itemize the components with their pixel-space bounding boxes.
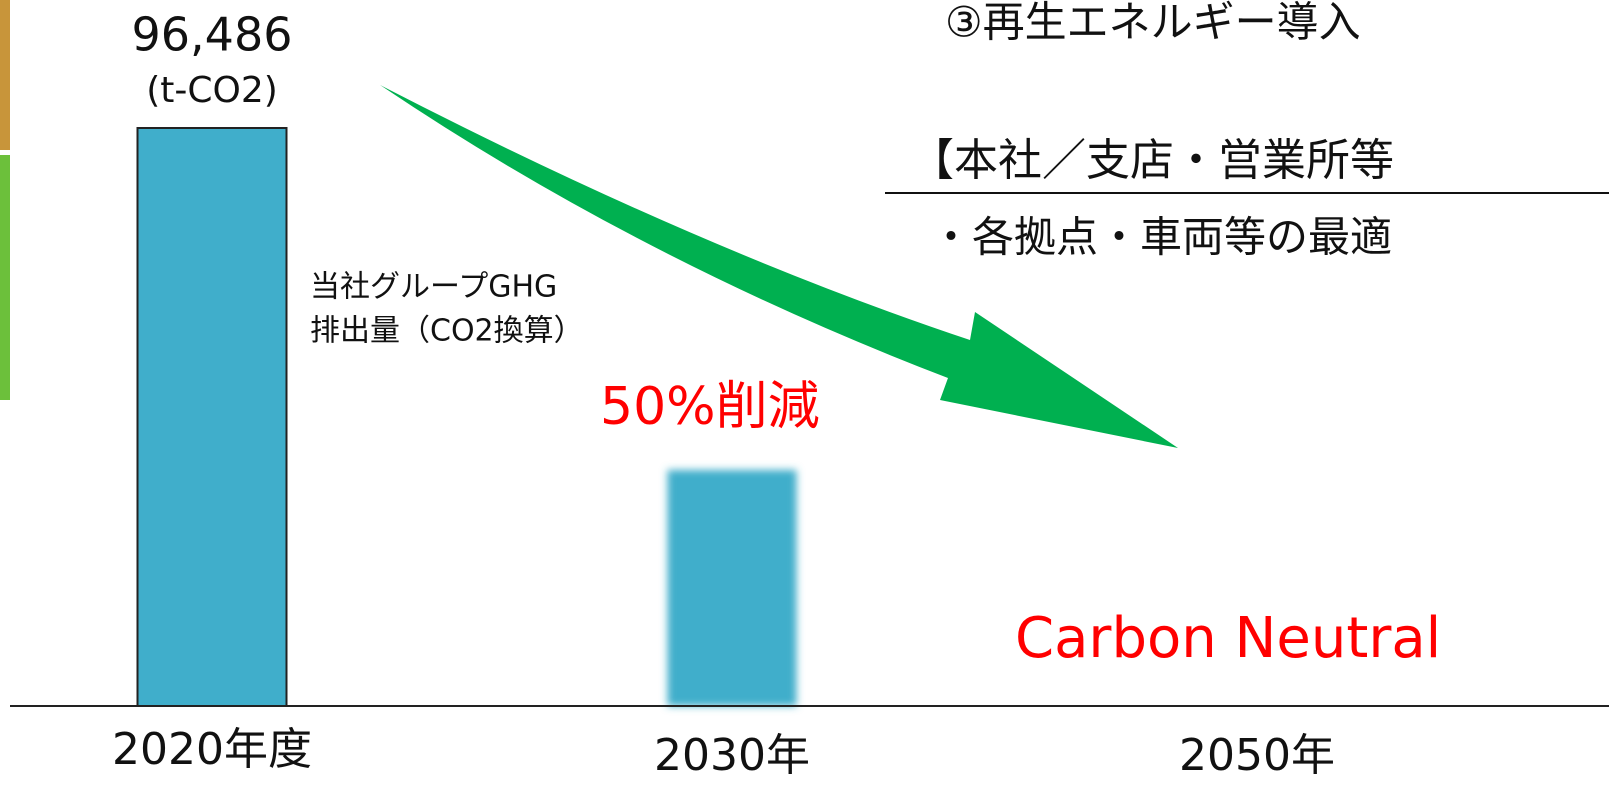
bar: [136, 127, 288, 707]
annotation: Carbon Neutral: [1015, 606, 1441, 671]
value-label: 96,486: [132, 8, 293, 62]
series-label: 当社グループGHG: [310, 270, 557, 305]
x-tick-label: 2050年: [1179, 730, 1335, 781]
unit-label: (t-CO2): [146, 70, 278, 111]
side-text: 【本社／支店・営業所等: [910, 135, 1394, 186]
annotation: 50%削減: [600, 377, 820, 437]
x-tick-label: 2020年度: [112, 724, 312, 775]
bar: [667, 469, 797, 706]
side-text: ③再生エネルギー導入: [945, 0, 1361, 47]
x-tick-label: 2030年: [654, 730, 810, 781]
side-decoration: [0, 0, 10, 150]
series-label: 排出量（CO2換算）: [310, 314, 584, 349]
reduction-arrow: [380, 85, 1178, 448]
side-text: ・各拠点・車両等の最適: [930, 213, 1392, 262]
side-decoration: [0, 155, 10, 400]
